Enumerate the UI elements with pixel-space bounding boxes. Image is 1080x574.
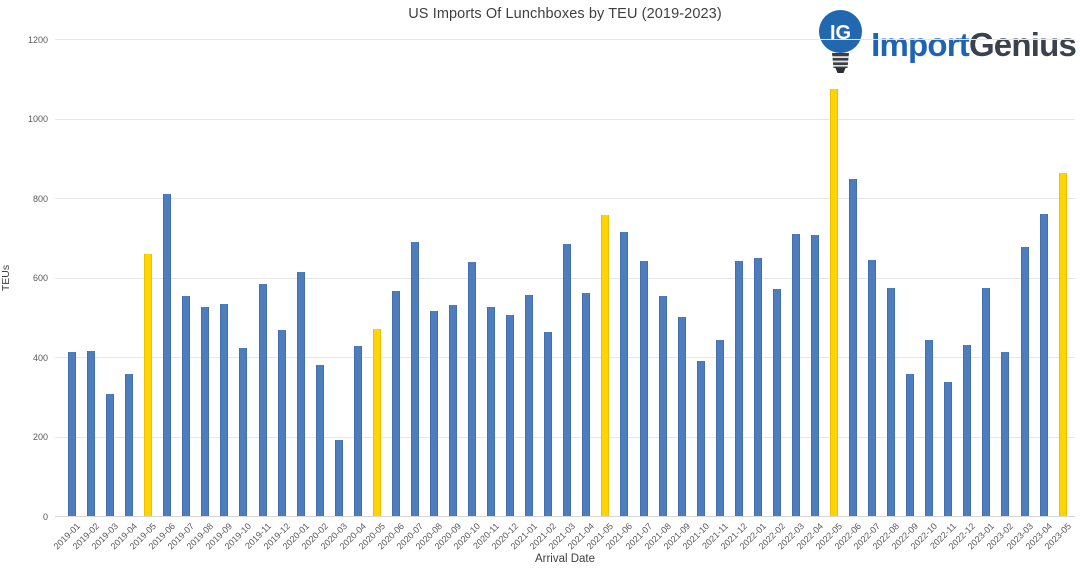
y-tick-label-400: 400 bbox=[32, 352, 48, 363]
bar-2019-07 bbox=[182, 296, 191, 516]
bar-2021-02 bbox=[544, 332, 553, 516]
bar-2022-03 bbox=[791, 233, 800, 516]
bar-2023-02 bbox=[1001, 351, 1010, 516]
bar-2022-01 bbox=[753, 258, 762, 516]
bar-2020-08 bbox=[429, 310, 438, 516]
bar-2020-03 bbox=[334, 439, 343, 516]
y-tick-label-800: 800 bbox=[32, 193, 48, 204]
bar-2022-10 bbox=[925, 340, 934, 516]
bar-2022-04 bbox=[810, 235, 819, 516]
bar-2020-11 bbox=[487, 307, 496, 516]
bar-2020-06 bbox=[391, 290, 400, 516]
bar-2021-08 bbox=[658, 296, 667, 516]
lightbulb-ig-icon: IG bbox=[819, 10, 864, 79]
bar-2019-08 bbox=[201, 307, 210, 516]
bar-2022-05 bbox=[830, 88, 838, 516]
bar-2019-06 bbox=[163, 194, 172, 516]
bar-2019-03 bbox=[106, 393, 115, 516]
bar-2020-04 bbox=[353, 346, 362, 516]
bar-2021-12 bbox=[734, 261, 743, 516]
bar-2019-10 bbox=[239, 347, 248, 516]
gridline-1200 bbox=[55, 39, 1075, 40]
bar-2022-06 bbox=[849, 178, 858, 516]
bar-2021-01 bbox=[525, 295, 534, 516]
bar-2021-07 bbox=[639, 260, 648, 516]
y-tick-label-600: 600 bbox=[32, 273, 48, 283]
bar-2019-02 bbox=[87, 351, 96, 516]
y-tick-label-1200: 1200 bbox=[27, 34, 48, 45]
bar-2021-10 bbox=[696, 361, 705, 516]
bar-2021-09 bbox=[677, 317, 686, 516]
svg-text:IG: IG bbox=[830, 22, 851, 44]
y-tick-label-0: 0 bbox=[42, 511, 48, 522]
bar-2022-02 bbox=[772, 289, 781, 516]
bar-2019-11 bbox=[258, 284, 267, 516]
gridline-1000 bbox=[55, 118, 1075, 120]
bar-2020-07 bbox=[410, 241, 419, 516]
brand-wordmark: ImportGenius bbox=[871, 26, 1077, 63]
bar-2019-01 bbox=[68, 351, 76, 516]
bar-2022-12 bbox=[963, 345, 972, 516]
bar-2019-05 bbox=[144, 253, 153, 516]
brand-import: Import bbox=[871, 26, 970, 63]
bar-2022-09 bbox=[906, 373, 915, 516]
bar-2021-05 bbox=[601, 215, 610, 516]
x-axis-title: Arrival Date bbox=[534, 553, 596, 565]
bar-2019-12 bbox=[277, 330, 286, 516]
bar-2020-12 bbox=[506, 315, 515, 516]
bar-2023-01 bbox=[982, 287, 991, 516]
bar-2021-03 bbox=[563, 244, 572, 516]
gridline-800 bbox=[55, 198, 1075, 199]
bar-2020-10 bbox=[468, 262, 477, 516]
y-tick-label-1000: 1000 bbox=[27, 114, 48, 124]
bar-2020-05 bbox=[372, 329, 381, 516]
bar-2023-04 bbox=[1039, 213, 1048, 516]
bar-2022-08 bbox=[887, 287, 896, 516]
bar-2020-01 bbox=[296, 271, 305, 516]
bar-2019-09 bbox=[220, 304, 229, 516]
bar-2021-06 bbox=[620, 231, 629, 516]
bar-2020-09 bbox=[449, 305, 457, 516]
gridline-0 bbox=[55, 516, 1075, 517]
bar-2022-11 bbox=[944, 382, 953, 516]
bar-2022-07 bbox=[868, 259, 877, 516]
brand-genius: Genius bbox=[968, 26, 1077, 63]
bar-2021-04 bbox=[582, 292, 591, 516]
bar-2020-02 bbox=[315, 365, 324, 516]
plot-area bbox=[55, 39, 1075, 517]
bar-2019-04 bbox=[125, 374, 134, 516]
bar-2023-03 bbox=[1020, 246, 1029, 516]
chart-title: US Imports Of Lunchboxes by TEU (2019-20… bbox=[408, 6, 722, 22]
bar-2021-11 bbox=[715, 339, 724, 516]
importgenius-logo: IG ImportGenius bbox=[819, 10, 1077, 79]
bar-2023-05 bbox=[1058, 173, 1067, 516]
y-tick-label-200: 200 bbox=[32, 432, 48, 442]
